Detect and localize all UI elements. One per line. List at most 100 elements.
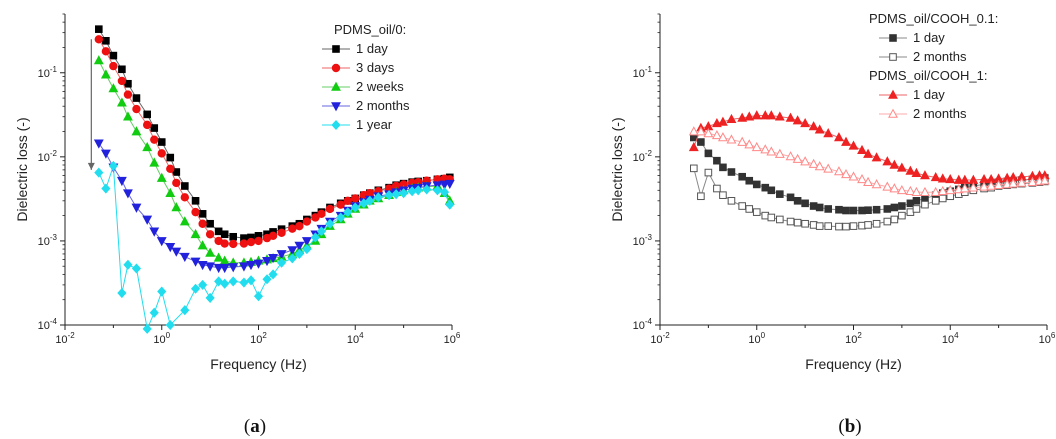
data-point	[190, 283, 201, 294]
data-point	[206, 219, 214, 228]
data-point	[373, 192, 383, 203]
data-point	[823, 128, 834, 138]
data-point	[157, 149, 166, 158]
data-point	[953, 174, 964, 184]
data-point	[294, 248, 304, 259]
data-point	[920, 170, 930, 180]
data-point	[713, 156, 721, 165]
y-tick-label: 10-1	[633, 65, 653, 80]
x-tick-label: 100	[153, 331, 170, 346]
data-point	[767, 186, 776, 195]
axes-frame	[659, 14, 1047, 326]
data-point	[744, 139, 755, 149]
data-point	[727, 168, 736, 176]
data-point	[945, 173, 956, 184]
data-point	[102, 37, 110, 45]
data-point	[190, 257, 201, 267]
legend-marker	[331, 63, 341, 73]
data-point	[801, 219, 809, 228]
data-point	[220, 230, 229, 239]
data-point	[439, 187, 450, 198]
data-point	[704, 149, 713, 158]
data-point	[785, 112, 796, 122]
data-point	[766, 110, 777, 120]
legend-marker	[331, 119, 341, 131]
x-tick-label: 100	[748, 331, 765, 346]
legend-group-title: PDMS_oil/COOH_0.1:	[869, 11, 998, 26]
data-point	[688, 141, 699, 152]
x-tick-label: 10-2	[650, 331, 670, 346]
data-point	[143, 110, 151, 119]
data-point	[101, 47, 111, 56]
data-point	[713, 184, 721, 193]
data-point	[213, 252, 224, 262]
data-point	[882, 181, 893, 191]
data-point	[93, 55, 104, 65]
series	[690, 133, 1049, 215]
data-point	[316, 226, 327, 237]
data-point	[864, 206, 872, 214]
data-point	[931, 197, 940, 205]
legend-entry: 3 days	[356, 60, 395, 75]
data-point	[325, 204, 335, 214]
data-point	[776, 215, 784, 224]
legend-marker	[889, 53, 897, 61]
series	[94, 35, 454, 249]
data-point	[993, 179, 1004, 189]
data-point	[751, 110, 762, 120]
data-point	[726, 113, 737, 124]
data-point	[752, 208, 761, 216]
panel-label: (a)	[244, 416, 266, 437]
series	[95, 25, 454, 242]
data-point	[166, 164, 175, 174]
data-point	[116, 97, 127, 107]
x-tick-label: 102	[845, 331, 862, 346]
data-point	[122, 111, 133, 121]
data-point	[166, 153, 175, 162]
data-point	[883, 217, 892, 226]
data-point	[165, 243, 176, 253]
data-point	[814, 161, 825, 171]
data-point	[384, 190, 394, 201]
data-point	[786, 217, 795, 226]
data-point	[101, 183, 111, 194]
series-line	[693, 137, 1045, 211]
x-tick-label: 104	[942, 331, 959, 346]
data-point	[1027, 176, 1038, 186]
data-point	[776, 190, 784, 198]
data-point	[142, 141, 153, 152]
data-point	[905, 165, 916, 175]
legend-entry: 1 day	[913, 87, 945, 102]
ageing-arrow-head	[87, 162, 95, 170]
data-point	[863, 176, 874, 186]
data-point	[229, 239, 238, 249]
data-point	[727, 197, 736, 205]
data-point	[835, 222, 843, 231]
data-point	[350, 202, 360, 213]
data-point	[413, 185, 423, 196]
data-point	[737, 112, 748, 122]
data-point	[688, 126, 699, 136]
y-tick-label: 10-1	[38, 65, 58, 80]
legend: PDMS_oil/0: 1 day 3 days 2 weeks 2 months 1 y…	[322, 22, 410, 132]
data-point	[205, 230, 215, 239]
data-point	[351, 194, 360, 203]
series	[688, 110, 1050, 184]
panel-a: 10-2 100 102 104 106 10-4 10-3 10-2 10-1 Frequenc…	[14, 13, 461, 437]
data-point	[150, 124, 159, 132]
data-point	[445, 199, 455, 210]
data-point	[262, 257, 272, 267]
data-point	[294, 241, 305, 251]
data-point	[745, 176, 754, 185]
data-point	[165, 319, 175, 331]
data-point	[808, 121, 819, 131]
data-point	[785, 151, 796, 161]
legend-entry: 1 day	[356, 41, 388, 56]
data-point	[191, 207, 200, 217]
data-point	[766, 146, 777, 156]
data-point	[142, 323, 152, 334]
data-point	[149, 157, 160, 167]
data-point	[132, 94, 141, 102]
data-point	[920, 186, 930, 196]
